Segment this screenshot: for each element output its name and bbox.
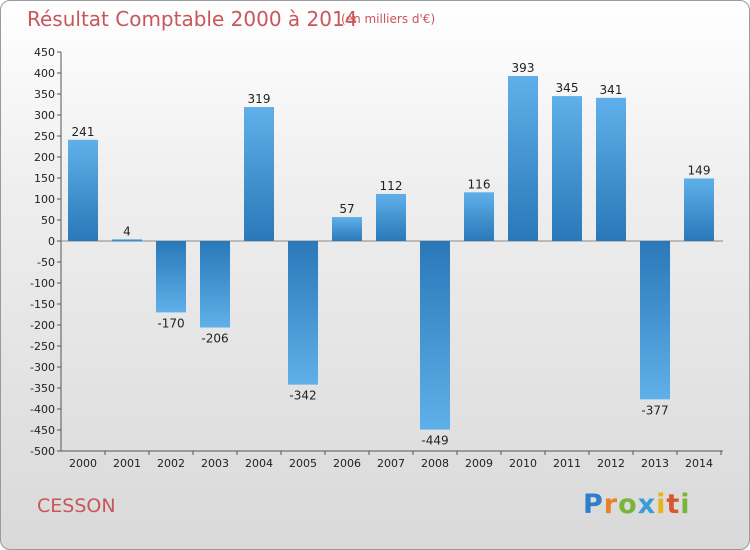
bar-2007 [376, 193, 406, 241]
data-label: 241 [72, 125, 95, 139]
y-tick-label: -100 [30, 277, 55, 290]
bar-2003 [200, 241, 230, 328]
y-tick-label: -300 [30, 361, 55, 374]
x-tick-label: 2004 [245, 457, 273, 470]
logo-letter: r [603, 489, 619, 520]
y-tick-label: 450 [34, 46, 55, 59]
data-label: 319 [248, 92, 271, 106]
y-tick-label: -250 [30, 340, 55, 353]
logo-letter: i [680, 489, 691, 520]
x-tick-label: 2010 [509, 457, 537, 470]
bar-2005 [288, 241, 318, 385]
bar-2008 [420, 241, 450, 430]
x-tick-label: 2007 [377, 457, 405, 470]
x-tick-label: 2009 [465, 457, 493, 470]
logo-letter: P [583, 489, 604, 520]
bar-2012 [596, 97, 626, 241]
y-tick-label: 50 [41, 214, 55, 227]
x-tick-label: 2001 [113, 457, 141, 470]
y-tick-label: -400 [30, 403, 55, 416]
x-tick-label: 2008 [421, 457, 449, 470]
data-label: 116 [468, 177, 491, 191]
x-tick-label: 2000 [69, 457, 97, 470]
data-label: 4 [123, 224, 131, 238]
x-tick-label: 2014 [685, 457, 713, 470]
x-tick-label: 2003 [201, 457, 229, 470]
data-label: 341 [600, 83, 623, 97]
y-tick-label: -50 [37, 256, 55, 269]
data-label: 393 [512, 61, 535, 75]
bar-2000 [68, 139, 98, 241]
bar-2013 [640, 241, 670, 400]
data-label: -206 [201, 332, 228, 346]
bar-2001 [112, 239, 142, 242]
y-tick-label: -200 [30, 319, 55, 332]
y-tick-label: -500 [30, 445, 55, 458]
y-tick-label: 250 [34, 130, 55, 143]
x-tick-label: 2013 [641, 457, 669, 470]
y-tick-label: 150 [34, 172, 55, 185]
bar-2002 [156, 241, 186, 313]
logo-letter: x [637, 489, 657, 520]
y-tick-label: -350 [30, 382, 55, 395]
logo-letter: i [656, 489, 667, 520]
logo-letter: t [666, 489, 681, 520]
x-tick-label: 2005 [289, 457, 317, 470]
x-tick-label: 2012 [597, 457, 625, 470]
y-tick-label: -450 [30, 424, 55, 437]
y-tick-label: 100 [34, 193, 55, 206]
data-label: -342 [289, 389, 316, 403]
bar-2009 [464, 192, 494, 241]
data-label: 112 [380, 179, 403, 193]
data-label: 57 [339, 202, 354, 216]
bar-2006 [332, 217, 362, 241]
x-tick-label: 2011 [553, 457, 581, 470]
bar-2014 [684, 178, 714, 241]
y-tick-label: 200 [34, 151, 55, 164]
chart-subtitle: (en milliers d'€) [341, 12, 436, 26]
commune-name: CESSON [37, 495, 116, 517]
bar-2010 [508, 75, 538, 241]
data-label: -377 [641, 403, 668, 417]
bar-2004 [244, 107, 274, 242]
data-label: -170 [157, 316, 184, 330]
y-tick-label: -150 [30, 298, 55, 311]
data-label: -449 [421, 434, 448, 448]
x-tick-label: 2002 [157, 457, 185, 470]
proxiti-logo: Proxiti [583, 489, 691, 520]
bar-2011 [552, 96, 582, 241]
y-tick-label: 300 [34, 109, 55, 122]
chart-title: Résultat Comptable 2000 à 2014 [27, 7, 358, 31]
x-tick-label: 2006 [333, 457, 361, 470]
data-label: 345 [556, 81, 579, 95]
y-tick-label: 0 [48, 235, 55, 248]
y-tick-label: 350 [34, 88, 55, 101]
data-label: 149 [688, 163, 711, 177]
y-tick-label: 400 [34, 67, 55, 80]
logo-letter: o [618, 489, 638, 520]
